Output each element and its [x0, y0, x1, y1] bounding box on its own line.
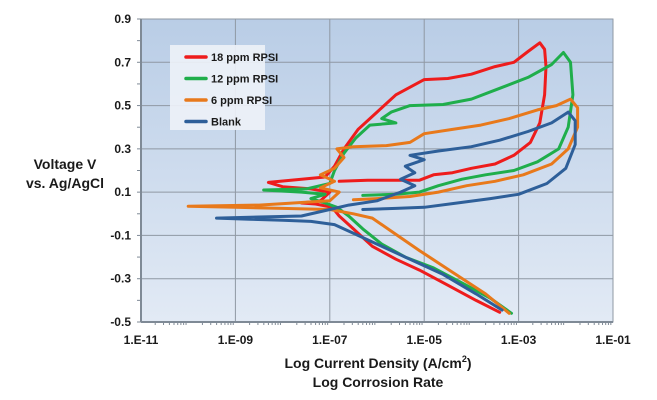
- y-axis-title-line1: Voltage V: [34, 156, 97, 172]
- legend-label: Blank: [211, 117, 242, 129]
- axes: [140, 19, 613, 323]
- y-tick-label: -0.5: [110, 315, 131, 329]
- series-layer: [186, 41, 580, 315]
- series-line-3: [215, 110, 577, 312]
- x-tick-label: 1.E-01: [595, 333, 631, 347]
- x-axis-title-pre: Log Current Density (A/cm: [284, 355, 461, 371]
- x-tick-label: 1.E-09: [218, 333, 254, 347]
- x-axis-title-sup: 2: [462, 354, 467, 364]
- legend-label: 12 ppm RPSI: [211, 74, 278, 86]
- y-tick-label: 0.5: [114, 99, 131, 113]
- x-axis-title-line2: Log Corrosion Rate: [313, 374, 444, 390]
- series-line-2: [186, 97, 580, 315]
- y-tick-label: -0.1: [110, 228, 131, 242]
- y-tick-labels: 0.9 0.7 0.5 0.3 0.1 -0.1 -0.3 -0.5: [110, 12, 131, 329]
- y-tick-label: 0.9: [114, 12, 131, 26]
- legend-label: 6 ppm RPSI: [211, 95, 272, 107]
- series-line-1: [262, 51, 575, 315]
- x-axis-title-post: ): [467, 355, 472, 371]
- legend: 18 ppm RPSI 12 ppm RPSI 6 ppm RPSI Blank: [170, 45, 278, 130]
- y-tick-label: 0.3: [114, 142, 131, 156]
- x-tick-label: 1.E-07: [312, 333, 348, 347]
- x-axis-title-line1: Log Current Density (A/cm2): [284, 354, 471, 371]
- x-tick-labels: 1.E-11 1.E-09 1.E-07 1.E-05 1.E-03 1.E-01: [124, 333, 631, 347]
- y-tick-label: 0.1: [114, 185, 131, 199]
- y-tick-label: -0.3: [110, 272, 131, 286]
- y-tick-label: 0.7: [114, 55, 131, 69]
- legend-label: 18 ppm RPSI: [211, 52, 278, 64]
- x-tick-label: 1.E-05: [407, 333, 443, 347]
- x-tick-label: 1.E-11: [124, 333, 159, 347]
- legend-box: [170, 45, 265, 130]
- y-axis-title-line2: vs. Ag/AgCl: [26, 175, 104, 191]
- series-line-0: [266, 41, 548, 314]
- x-tick-label: 1.E-03: [501, 333, 537, 347]
